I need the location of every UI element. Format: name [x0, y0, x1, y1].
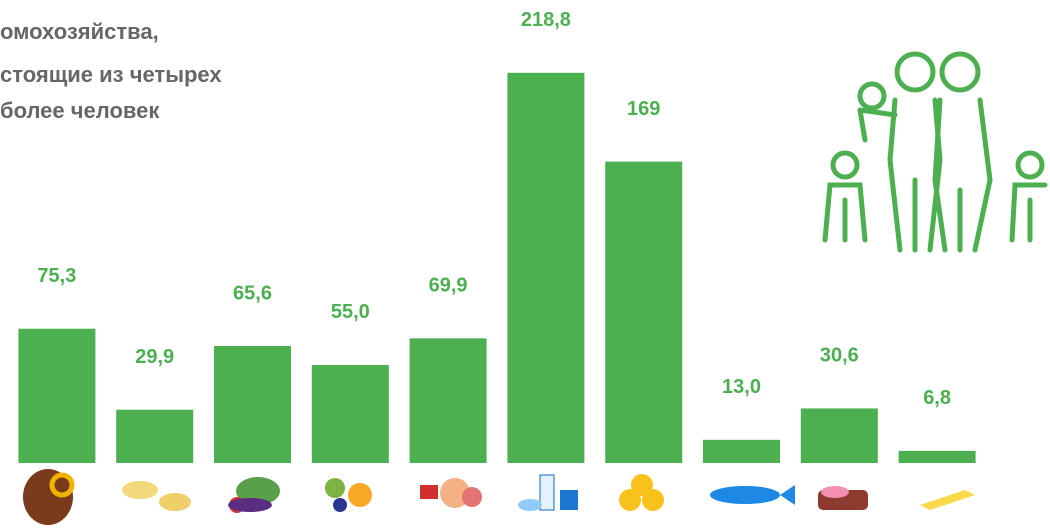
value-label: 29,9 — [135, 346, 174, 368]
chart-title: более человек — [0, 98, 160, 123]
value-label: 75,3 — [37, 265, 76, 287]
bar — [18, 329, 95, 463]
chart-title: омохозяйства, — [0, 19, 159, 44]
chart: омохозяйства, стоящие из четырех более ч… — [0, 0, 1050, 530]
bar — [801, 408, 878, 463]
value-label: 65,6 — [233, 282, 272, 304]
bar — [899, 451, 976, 463]
bar — [116, 410, 193, 463]
chart-title: стоящие из четырех — [0, 62, 222, 87]
value-label: 6,8 — [923, 387, 951, 409]
value-label: 69,9 — [429, 275, 468, 297]
value-label: 13,0 — [722, 376, 761, 398]
food-icons — [23, 469, 975, 525]
bar — [312, 365, 389, 463]
family-icon — [825, 54, 1045, 250]
value-label: 55,0 — [331, 301, 370, 323]
bar — [410, 338, 487, 463]
bar — [703, 440, 780, 463]
value-label: 30,6 — [820, 345, 859, 367]
value-label: 169 — [627, 98, 660, 120]
bar — [605, 162, 682, 463]
bar — [214, 346, 291, 463]
value-label: 218,8 — [521, 9, 571, 31]
bar — [507, 73, 584, 463]
